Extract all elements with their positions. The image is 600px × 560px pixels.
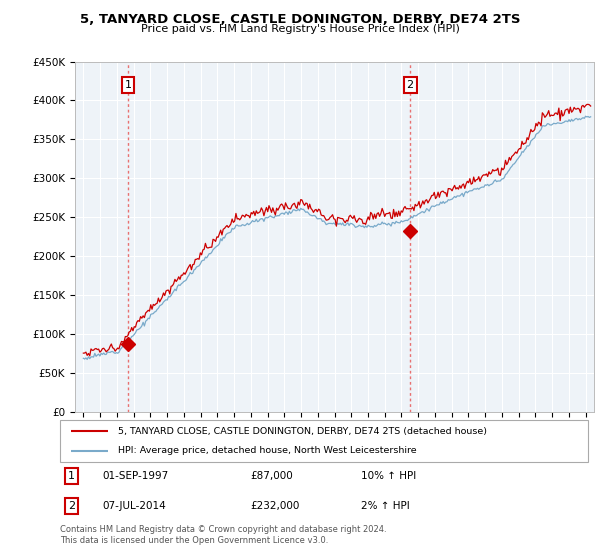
Text: 1: 1	[125, 80, 131, 90]
Text: 2: 2	[68, 501, 75, 511]
Text: 1: 1	[68, 471, 75, 481]
FancyBboxPatch shape	[60, 420, 588, 462]
Text: 2: 2	[407, 80, 414, 90]
Text: Price paid vs. HM Land Registry's House Price Index (HPI): Price paid vs. HM Land Registry's House …	[140, 24, 460, 34]
Text: £232,000: £232,000	[250, 501, 299, 511]
Text: 10% ↑ HPI: 10% ↑ HPI	[361, 471, 416, 481]
Text: 2% ↑ HPI: 2% ↑ HPI	[361, 501, 410, 511]
Text: 01-SEP-1997: 01-SEP-1997	[102, 471, 169, 481]
Text: 5, TANYARD CLOSE, CASTLE DONINGTON, DERBY, DE74 2TS (detached house): 5, TANYARD CLOSE, CASTLE DONINGTON, DERB…	[118, 427, 487, 436]
Text: HPI: Average price, detached house, North West Leicestershire: HPI: Average price, detached house, Nort…	[118, 446, 417, 455]
Text: 5, TANYARD CLOSE, CASTLE DONINGTON, DERBY, DE74 2TS: 5, TANYARD CLOSE, CASTLE DONINGTON, DERB…	[80, 13, 520, 26]
Text: Contains HM Land Registry data © Crown copyright and database right 2024.
This d: Contains HM Land Registry data © Crown c…	[60, 525, 386, 545]
Text: 07-JUL-2014: 07-JUL-2014	[102, 501, 166, 511]
Text: £87,000: £87,000	[250, 471, 293, 481]
